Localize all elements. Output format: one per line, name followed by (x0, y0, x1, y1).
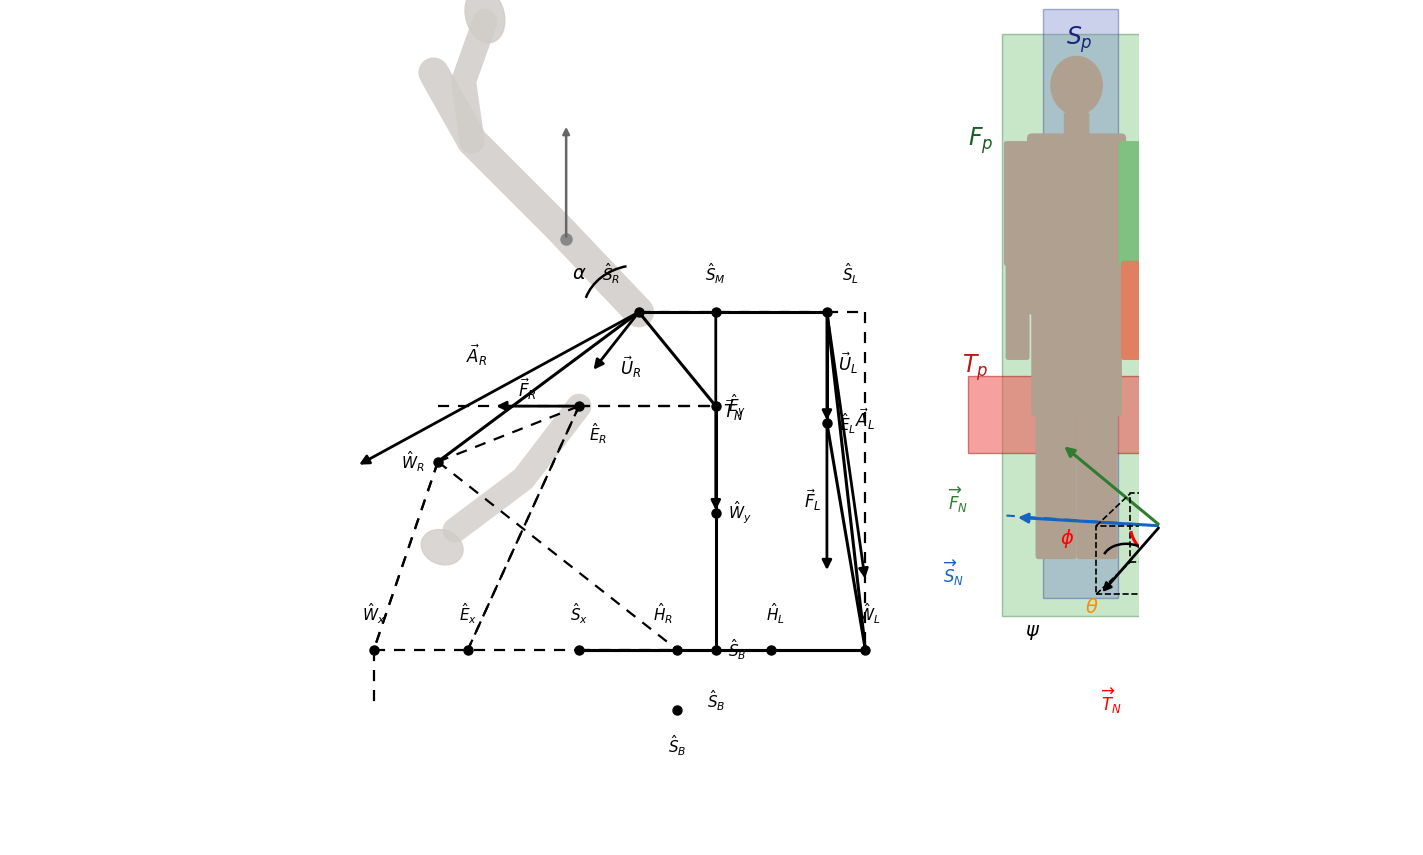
Text: $F_p$: $F_p$ (968, 126, 993, 156)
Text: $\psi$: $\psi$ (1025, 623, 1040, 642)
Polygon shape (1043, 9, 1117, 598)
Text: $\hat{E}_R$: $\hat{E}_R$ (589, 422, 608, 446)
Text: $\hat{W}_R$: $\hat{W}_R$ (401, 450, 424, 474)
FancyBboxPatch shape (1027, 133, 1126, 315)
Text: $\hat{W}_x$: $\hat{W}_x$ (361, 601, 386, 626)
Polygon shape (968, 376, 1155, 453)
Text: $\vec{A}_R$: $\vec{A}_R$ (465, 342, 487, 368)
FancyBboxPatch shape (1036, 407, 1077, 559)
FancyBboxPatch shape (1006, 261, 1030, 360)
Text: $\overrightarrow{S}_N$: $\overrightarrow{S}_N$ (942, 558, 963, 587)
Text: $\hat{S}_B$: $\hat{S}_B$ (707, 688, 724, 713)
Text: $\theta$: $\theta$ (1086, 598, 1099, 616)
Text: $\phi$: $\phi$ (1060, 528, 1074, 550)
Text: $\vec{U}_R$: $\vec{U}_R$ (619, 355, 640, 380)
Text: $\hat{S}_B$: $\hat{S}_B$ (667, 734, 686, 758)
Text: $\hat{S}_x$: $\hat{S}_x$ (569, 601, 588, 626)
Text: $\vec{T}_N$: $\vec{T}_N$ (723, 398, 743, 423)
Ellipse shape (1052, 56, 1103, 115)
Text: $\vec{A}_L$: $\vec{A}_L$ (855, 406, 875, 432)
Text: $\hat{W}_L$: $\hat{W}_L$ (858, 601, 881, 626)
Text: $\hat{E}_x$: $\hat{E}_x$ (458, 601, 477, 626)
Text: $S_p$: $S_p$ (1066, 24, 1093, 55)
Text: $\hat{E}_y$: $\hat{E}_y$ (727, 392, 746, 420)
Text: $\hat{S}_R$: $\hat{S}_R$ (602, 262, 620, 286)
FancyBboxPatch shape (1064, 112, 1090, 141)
Ellipse shape (421, 529, 462, 565)
Text: $\hat{E}_L$: $\hat{E}_L$ (840, 411, 857, 435)
Text: $\hat{S}_L$: $\hat{S}_L$ (842, 262, 859, 286)
Ellipse shape (465, 0, 505, 43)
FancyBboxPatch shape (1032, 305, 1121, 416)
Text: $\vec{F}_L$: $\vec{F}_L$ (804, 487, 821, 513)
Text: $\hat{H}_R$: $\hat{H}_R$ (653, 601, 673, 626)
Polygon shape (1002, 34, 1147, 616)
Text: $\vec{F}_R$: $\vec{F}_R$ (518, 376, 536, 402)
FancyBboxPatch shape (1077, 407, 1117, 559)
FancyBboxPatch shape (1121, 261, 1146, 360)
Text: $\alpha$: $\alpha$ (572, 264, 586, 283)
Text: $\overrightarrow{T}_N$: $\overrightarrow{T}_N$ (1100, 687, 1121, 716)
FancyBboxPatch shape (1003, 141, 1033, 266)
Text: $\hat{S}_B$: $\hat{S}_B$ (727, 638, 746, 662)
Text: $\overrightarrow{F}_N$: $\overrightarrow{F}_N$ (948, 486, 968, 515)
Text: $\hat{S}_M$: $\hat{S}_M$ (706, 262, 726, 286)
Text: $T_p$: $T_p$ (962, 352, 988, 383)
Text: $\hat{W}_y$: $\hat{W}_y$ (727, 499, 751, 527)
FancyBboxPatch shape (1118, 141, 1147, 266)
Text: $\hat{H}_L$: $\hat{H}_L$ (766, 601, 785, 626)
Text: $\vec{U}_L$: $\vec{U}_L$ (838, 351, 858, 376)
